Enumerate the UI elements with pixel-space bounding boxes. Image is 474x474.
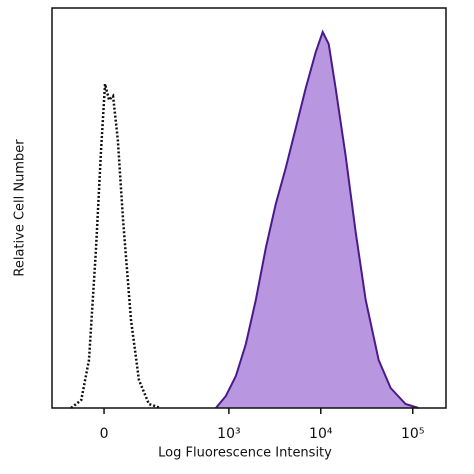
x-tick-label: 0	[100, 426, 109, 442]
histogram-line	[215, 29, 419, 409]
plot-frame	[51, 7, 447, 409]
histogram-line	[70, 83, 161, 410]
x-tick-label: 10⁴	[309, 426, 333, 442]
x-tick-label: 10³	[217, 426, 240, 442]
area	[215, 32, 419, 408]
y-axis-label: Relative Cell Number	[13, 139, 28, 277]
x-axis-label: Log Fluorescence Intensity	[158, 446, 332, 461]
x-tick-label: 10⁵	[401, 426, 424, 442]
